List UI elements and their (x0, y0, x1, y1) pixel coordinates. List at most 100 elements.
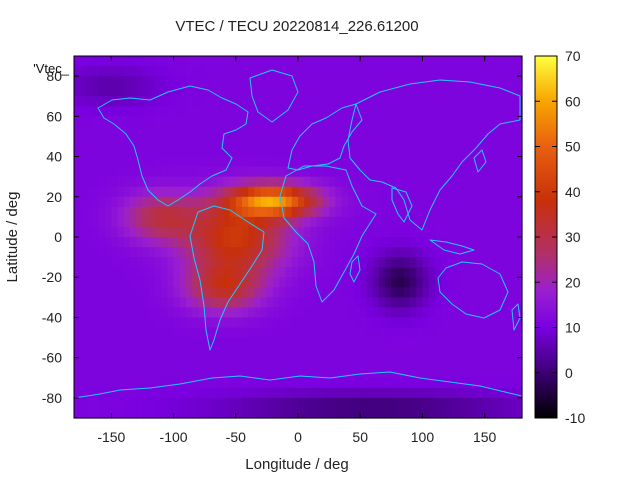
heatmap-cell (459, 66, 467, 77)
heatmap-cell (210, 116, 218, 127)
heatmap-cell (117, 387, 125, 399)
heatmap-cell (80, 206, 88, 218)
heatmap-cell (322, 327, 330, 339)
heatmap-cell (490, 216, 498, 228)
heatmap-cell (403, 247, 411, 258)
heatmap-cell (279, 56, 287, 67)
heatmap-cell (273, 156, 280, 168)
heatmap-cell (273, 267, 280, 278)
heatmap-cell (161, 56, 168, 67)
heatmap-cell (98, 226, 106, 238)
heatmap-cell (335, 206, 343, 218)
heatmap-cell (391, 297, 399, 308)
heatmap-cell (117, 307, 125, 319)
heatmap-cell (403, 257, 411, 268)
heatmap-cell (385, 116, 392, 127)
heatmap-cell (298, 337, 305, 349)
heatmap-cell (391, 237, 399, 248)
heatmap-cell (136, 106, 144, 117)
heatmap-cell (273, 116, 280, 127)
heatmap-cell (310, 186, 318, 198)
heatmap-cell (459, 216, 467, 228)
heatmap-cell (497, 317, 504, 329)
heatmap-cell (497, 136, 504, 148)
heatmap-cell (186, 216, 193, 228)
heatmap-cell (391, 106, 399, 117)
heatmap-cell (410, 357, 417, 369)
heatmap-cell (123, 156, 131, 168)
heatmap-cell (80, 267, 88, 278)
heatmap-cell (86, 317, 94, 329)
heatmap-cell (484, 146, 492, 158)
heatmap-cell (80, 367, 88, 379)
heatmap-cell (428, 216, 436, 228)
heatmap-cell (410, 206, 417, 218)
heatmap-cell (179, 347, 187, 359)
heatmap-cell (117, 146, 125, 158)
heatmap-cell (92, 116, 100, 127)
heatmap-cell (98, 257, 106, 268)
heatmap-cell (466, 136, 473, 148)
heatmap-cell (173, 166, 181, 178)
heatmap-cell (80, 237, 88, 248)
heatmap-cell (484, 116, 492, 127)
heatmap-cell (248, 116, 256, 127)
heatmap-cell (285, 106, 293, 117)
heatmap-cell (441, 387, 448, 399)
heatmap-cell (304, 247, 312, 258)
heatmap-cell (80, 66, 88, 77)
heatmap-cell (416, 407, 424, 419)
heatmap-cell (397, 387, 405, 399)
heatmap-cell (291, 126, 299, 138)
heatmap-cell (434, 156, 442, 168)
heatmap-cell (136, 317, 144, 329)
heatmap-cell (329, 237, 336, 248)
heatmap-cell (105, 186, 112, 198)
heatmap-cell (130, 96, 137, 107)
heatmap-cell (235, 226, 243, 238)
heatmap-cell (161, 317, 168, 329)
heatmap-cell (372, 196, 380, 208)
heatmap-cell (322, 367, 330, 379)
heatmap-cell (130, 206, 137, 218)
heatmap-cell (310, 196, 318, 208)
heatmap-cell (422, 347, 430, 359)
heatmap-cell (434, 96, 442, 107)
heatmap-cell (266, 337, 274, 349)
heatmap-cell (453, 397, 461, 409)
heatmap-cell (316, 307, 324, 319)
heatmap-cell (98, 407, 106, 419)
heatmap-cell (217, 277, 224, 288)
heatmap-cell (316, 146, 324, 158)
heatmap-cell (298, 226, 305, 238)
heatmap-cell (447, 146, 455, 158)
heatmap-cell (484, 257, 492, 268)
heatmap-cell (291, 307, 299, 319)
heatmap-cell (80, 136, 88, 148)
heatmap-cell (447, 66, 455, 77)
heatmap-cell (266, 307, 274, 319)
heatmap-cell (416, 76, 424, 87)
heatmap-cell (428, 196, 436, 208)
heatmap-cell (279, 66, 287, 77)
heatmap-cell (441, 156, 448, 168)
heatmap-cell (223, 397, 231, 409)
heatmap-cell (273, 277, 280, 288)
heatmap-cell (397, 237, 405, 248)
heatmap-cell (335, 237, 343, 248)
heatmap-cell (74, 86, 81, 97)
heatmap-cell (204, 307, 212, 319)
heatmap-cell (254, 247, 262, 258)
heatmap-cell (360, 106, 368, 117)
heatmap-cell (372, 56, 380, 67)
heatmap-cell (148, 136, 156, 148)
heatmap-cell (515, 327, 523, 339)
heatmap-cell (509, 56, 517, 67)
heatmap-cell (117, 357, 125, 369)
heatmap-cell (142, 297, 150, 308)
heatmap-cell (509, 297, 517, 308)
heatmap-cell (503, 377, 511, 389)
heatmap-cell (217, 156, 224, 168)
y-tick-label: -60 (42, 350, 62, 366)
